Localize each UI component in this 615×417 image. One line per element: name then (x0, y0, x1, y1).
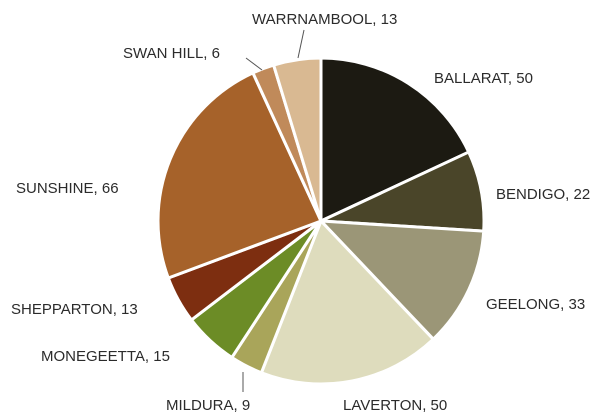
slice-label-geelong: GEELONG, 33 (486, 296, 585, 313)
slice-label-shepparton: SHEPPARTON, 13 (11, 301, 138, 318)
pie-slice-geelong (319, 219, 486, 341)
slice-label-ballarat: BALLARAT, 50 (434, 70, 533, 87)
pie-slice-warrnambool (272, 56, 323, 223)
labels-layer: BALLARAT, 50 BENDIGO, 22 GEELONG, 33 LAVERT… (11, 11, 590, 414)
pie-slice-laverton (259, 219, 435, 386)
slice-label-swan-hill: SWAN HILL, 6 (123, 45, 220, 62)
slice-label-bendigo: BENDIGO, 22 (496, 186, 590, 203)
slice-label-monegeetta: MONEGEETTA, 15 (41, 348, 170, 365)
slice-label-warrnambool: WARRNAMBOOL, 13 (252, 11, 397, 28)
slice-label-laverton: LAVERTON, 50 (343, 397, 447, 414)
pie-slice-ballarat (319, 56, 471, 223)
slices-layer (156, 56, 486, 386)
leader-line-warrnambool (297, 29, 305, 59)
slice-label-mildura: MILDURA, 9 (166, 397, 250, 414)
pie-slice-sunshine (156, 71, 323, 280)
slice-label-sunshine: SUNSHINE, 66 (16, 180, 119, 197)
leader-lines-layer (242, 29, 305, 392)
leader-line-swan-hill (245, 57, 263, 71)
